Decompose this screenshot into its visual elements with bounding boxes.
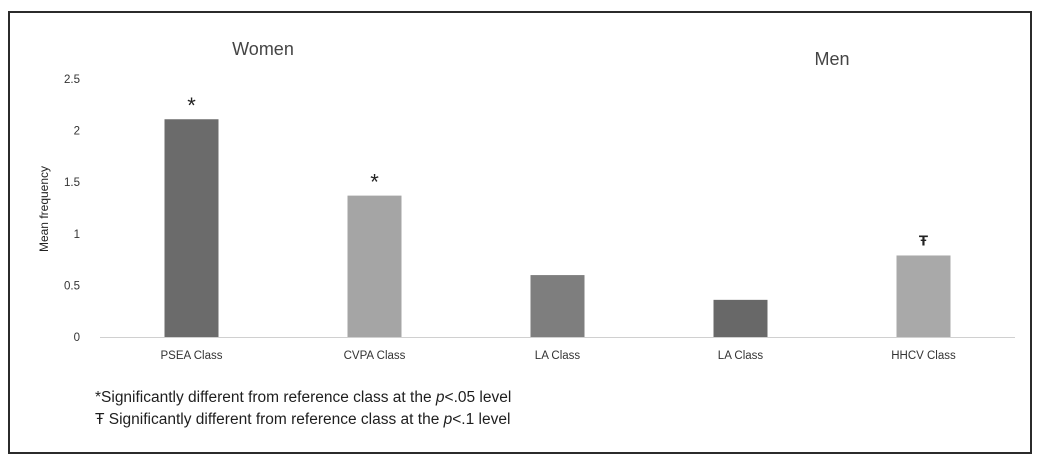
significance-marker: Ŧ bbox=[919, 232, 928, 249]
x-tick-label: LA Class bbox=[718, 350, 764, 362]
significance-marker: * bbox=[187, 93, 196, 118]
bar bbox=[530, 275, 585, 337]
footnote-2-text: Ŧ Significantly different from reference… bbox=[95, 411, 444, 428]
bar bbox=[896, 255, 951, 337]
footnote-1-text: *Significantly different from reference … bbox=[95, 389, 436, 406]
group-label: Women bbox=[232, 39, 294, 59]
x-tick-label: LA Class bbox=[535, 350, 581, 362]
bar bbox=[347, 195, 402, 337]
footnote-2-p: p bbox=[443, 411, 453, 428]
footnote-significance-1: Ŧ Significantly different from reference… bbox=[95, 409, 511, 431]
bars bbox=[164, 119, 951, 337]
y-tick-label: 2.5 bbox=[64, 74, 80, 86]
y-tick-label: 0.5 bbox=[64, 280, 80, 292]
bar bbox=[164, 119, 219, 337]
footnote-1-p: p bbox=[435, 389, 445, 406]
footnote-2-level: <.1 level bbox=[452, 411, 511, 428]
group-label: Men bbox=[814, 49, 849, 69]
footnote-1-level: <.05 level bbox=[444, 389, 512, 406]
significance-marker: * bbox=[370, 170, 379, 195]
y-axis-ticks: 0 0.5 1 1.5 2 2.5 bbox=[64, 74, 80, 344]
y-tick-label: 2 bbox=[74, 126, 80, 138]
x-tick-label: CVPA Class bbox=[344, 350, 406, 362]
group-labels: Women Men bbox=[232, 39, 849, 69]
footnotes: *Significantly different from reference … bbox=[95, 387, 511, 431]
footnote-significance-05: *Significantly different from reference … bbox=[95, 387, 511, 409]
y-axis-label: Mean frequency bbox=[37, 166, 51, 252]
y-tick-label: 0 bbox=[74, 332, 80, 344]
y-tick-label: 1 bbox=[74, 229, 80, 241]
significance-markers: * * Ŧ bbox=[187, 93, 928, 249]
x-tick-label: PSEA Class bbox=[161, 350, 223, 362]
x-tick-label: HHCV Class bbox=[891, 350, 956, 362]
bar bbox=[713, 299, 768, 337]
y-tick-label: 1.5 bbox=[64, 177, 80, 189]
x-axis-labels: PSEA Class CVPA Class LA Class LA Class HHCV… bbox=[161, 350, 957, 362]
figure-frame: 0 0.5 1 1.5 2 2.5 * * Ŧ PSEA Class CVPA Class LA … bbox=[8, 11, 1032, 454]
bar-chart: 0 0.5 1 1.5 2 2.5 * * Ŧ PSEA Class CVPA Class LA … bbox=[37, 39, 1015, 362]
